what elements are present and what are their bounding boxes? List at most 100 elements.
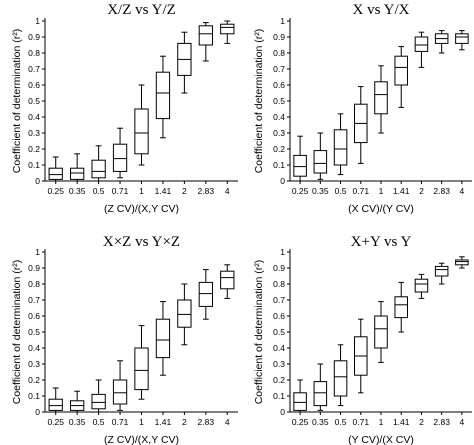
- y-tick-label: 0.8: [28, 48, 40, 58]
- y-tick-label: 0.3: [28, 128, 40, 138]
- y-axis-label: Coefficient of determination (r²): [253, 260, 265, 405]
- iqr-box: [198, 25, 213, 46]
- iqr-box: [70, 167, 85, 180]
- chart-title: X vs Y/X: [353, 2, 410, 18]
- y-tick-label: 0.8: [273, 279, 285, 289]
- x-axis-label: (Z CV)/(X,Y CV): [104, 434, 179, 445]
- x-tick-label: 4: [225, 186, 230, 196]
- y-tick-label: 0.3: [28, 359, 40, 369]
- box-0.71: [354, 86, 368, 164]
- box-1.41: [155, 55, 171, 139]
- box-0.25: [48, 156, 63, 182]
- y-tick-label: 0.3: [273, 128, 285, 138]
- iqr-box: [455, 259, 469, 266]
- y-tick-label: 0: [35, 407, 40, 417]
- y-tick-label: 0.7: [28, 64, 40, 74]
- box-0.35: [70, 153, 85, 182]
- box-2.83: [434, 262, 449, 285]
- y-tick-label: 0.2: [28, 144, 40, 154]
- y-tick-label: 0.7: [273, 64, 285, 74]
- box-1.41: [394, 281, 408, 333]
- y-axis-label: Coefficient of determination (r²): [11, 260, 23, 405]
- y-tick-label: 0.6: [28, 80, 40, 90]
- y-tick-label: 0.5: [273, 96, 285, 106]
- x-tick-label: 0.5: [93, 417, 105, 427]
- box-0.5: [333, 344, 348, 407]
- chart-title: X×Z vs Y×Z: [103, 234, 180, 250]
- y-tick-label: 0.6: [28, 311, 40, 321]
- box-0.25: [293, 135, 307, 182]
- x-tick-label: 2.83: [198, 417, 215, 427]
- x-tick-label: 0.5: [335, 417, 347, 427]
- x-tick-label: 0.71: [353, 186, 370, 196]
- y-tick-label: 0.5: [28, 327, 40, 337]
- box-2: [414, 273, 429, 299]
- iqr-box: [91, 393, 106, 410]
- iqr-box: [177, 299, 192, 328]
- iqr-box: [414, 36, 429, 52]
- iqr-box: [91, 159, 106, 179]
- x-tick-label: 0.35: [312, 186, 329, 196]
- box-2: [414, 31, 429, 68]
- iqr-box: [220, 270, 235, 290]
- box-0.71: [354, 318, 368, 394]
- chart-title: X/Z vs Y/Z: [107, 2, 176, 18]
- y-tick-label: 0.4: [28, 343, 40, 353]
- x-tick-label: 2: [182, 417, 187, 427]
- y-tick-label: 0.6: [273, 311, 285, 321]
- y-tick-label: 0.1: [28, 160, 40, 170]
- y-tick-label: 0.4: [28, 112, 40, 122]
- y-tick-label: 0.2: [273, 144, 285, 154]
- x-tick-label: 0.35: [312, 417, 329, 427]
- y-tick-label: 0.7: [273, 295, 285, 305]
- box-0.35: [313, 132, 328, 180]
- panel-bottom-right: X+Y vs Y 0 0.1 0.2 0.3 0.4 0.5 0.6 0.7 0.8 0.9 1 0.2…: [253, 234, 472, 445]
- x-tick-label: 4: [225, 417, 230, 427]
- y-tick-label: 0.8: [273, 48, 285, 58]
- box-2: [177, 31, 192, 94]
- panel-top-right: X vs Y/X 0 0.1 0.2 0.3 0.4 0.5 0.6 0.7 0.8 0.9 1 0.2…: [253, 2, 472, 215]
- y-tick-label: 0.4: [273, 343, 285, 353]
- box-4: [220, 264, 235, 299]
- box-0.71: [112, 360, 128, 411]
- y-tick-label: 0.3: [273, 359, 285, 369]
- x-tick-label: 0.5: [93, 186, 105, 196]
- iqr-box: [293, 154, 307, 177]
- y-tick-label: 1: [280, 247, 285, 257]
- box-0.35: [70, 390, 85, 413]
- y-tick-label: 1: [280, 16, 285, 26]
- y-tick-label: 0.4: [273, 112, 285, 122]
- y-tick-label: 0.1: [273, 391, 285, 401]
- panel-bottom-left: X×Z vs Y×Z00.10.20.30.40.50.60.70.80.910…: [11, 234, 238, 445]
- iqr-box: [48, 167, 63, 180]
- iqr-box: [134, 108, 149, 155]
- box-4: [455, 30, 469, 51]
- y-tick-label: 0.9: [28, 32, 40, 42]
- iqr-box: [198, 281, 213, 307]
- x-tick-label: 1.41: [155, 186, 172, 196]
- box-0.35: [313, 363, 328, 411]
- box-0.5: [91, 379, 106, 413]
- y-tick-label: 0.9: [28, 263, 40, 273]
- iqr-box: [293, 392, 307, 411]
- chart-title: X+Y vs Y: [351, 234, 412, 250]
- iqr-box: [434, 265, 449, 277]
- iqr-box: [313, 150, 328, 174]
- y-tick-label: 0.9: [273, 32, 285, 42]
- iqr-box: [374, 315, 388, 349]
- y-tick-label: 0.2: [28, 375, 40, 385]
- box-4: [220, 20, 235, 44]
- iqr-box: [134, 347, 149, 391]
- x-tick-label: 0.71: [112, 186, 129, 196]
- x-tick-label: 1.41: [393, 186, 410, 196]
- x-tick-label: 2.83: [433, 417, 450, 427]
- x-axis-label: (Z CV)/(X,Y CV): [104, 203, 179, 215]
- box-1: [374, 301, 388, 363]
- y-tick-label: 0: [35, 176, 40, 186]
- box-1: [134, 84, 149, 166]
- panel-top-left: X/Z vs Y/Z 0 0.1 0.2 0.3 0.4 0.5 0.6 0.7 0.8 0.9 1 0…: [11, 2, 238, 215]
- x-tick-label: 1.41: [393, 417, 410, 427]
- iqr-box: [112, 143, 128, 172]
- y-tick-label: 1: [35, 16, 40, 26]
